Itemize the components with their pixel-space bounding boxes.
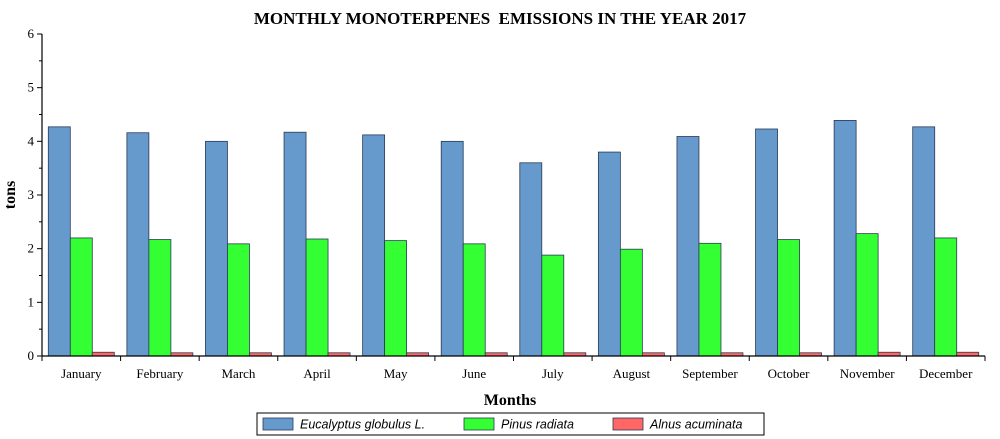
bar-1-may	[362, 134, 386, 357]
bar-1-august	[597, 151, 621, 357]
bar-1-january	[47, 126, 71, 357]
y-tick-label: 1	[28, 294, 35, 309]
x-tick-label-october: October	[768, 366, 811, 381]
legend-swatch-1	[262, 417, 294, 431]
bar-2-may	[384, 240, 408, 357]
y-axis-label: tons	[2, 181, 19, 209]
bar-2-january	[69, 237, 93, 357]
y-tick-label: 0	[28, 348, 35, 363]
bar-2-november	[855, 233, 879, 357]
y-tick-label: 4	[28, 133, 35, 148]
legend-swatch-3	[612, 417, 644, 431]
y-tick-label: 3	[28, 187, 35, 202]
legend-label-2: Pinus radiata	[501, 418, 574, 432]
bar-2-march	[227, 243, 250, 357]
bar-1-july	[519, 162, 543, 357]
x-tick-label-september: September	[682, 366, 738, 381]
x-tick-label-january: January	[61, 366, 102, 381]
bar-2-february	[148, 239, 172, 357]
legend-swatch-2	[463, 417, 495, 431]
bar-1-october	[755, 128, 778, 357]
x-tick-label-august: August	[613, 366, 651, 381]
bar-1-february	[126, 132, 150, 357]
bar-2-april	[305, 238, 329, 357]
y-tick-label: 2	[28, 241, 35, 256]
x-tick-label-april: April	[303, 366, 331, 381]
y-tick-label: 6	[28, 26, 35, 41]
bar-1-november	[833, 120, 857, 357]
x-tick-label-december: December	[919, 366, 973, 381]
bar-1-april	[283, 131, 307, 357]
legend-label-1: Eucalyptus globulus L.	[300, 418, 425, 432]
chart-title: MONTHLY MONOTERPENES EMISSIONS IN THE YE…	[254, 9, 747, 28]
legend: Eucalyptus globulus L. Pinus radiata Alnus…	[256, 412, 765, 436]
x-tick-label-march: March	[221, 366, 255, 381]
x-tick-label-november: November	[840, 366, 896, 381]
x-tick-label-june: June	[462, 366, 486, 381]
bar-2-september	[698, 242, 722, 357]
y-tick-label: 5	[28, 80, 35, 95]
bar-1-december	[912, 126, 936, 357]
bar-2-december	[934, 237, 958, 357]
legend-label-3: Alnus acuminata	[649, 418, 742, 432]
bar-1-june	[440, 140, 464, 357]
plot-area: 0 1 2 3 4 5 6 January February March April May June J…	[28, 26, 986, 381]
bar-2-june	[462, 243, 486, 357]
bar-1-march	[205, 140, 228, 357]
x-tick-label-may: May	[384, 366, 408, 381]
x-tick-label-july: July	[542, 366, 564, 381]
x-tick-label-february: February	[136, 366, 183, 381]
bar-2-july	[541, 254, 565, 357]
bar-1-september	[676, 136, 700, 357]
bar-2-august	[619, 248, 643, 357]
x-axis-label: Months	[484, 392, 536, 409]
bar-2-october	[777, 239, 800, 357]
